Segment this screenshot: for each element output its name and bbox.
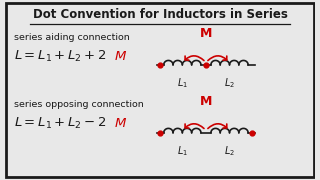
Text: series aiding connection: series aiding connection [14,33,130,42]
Text: $L = L_1 + L_2 - 2$: $L = L_1 + L_2 - 2$ [14,116,107,131]
Text: $L_2$: $L_2$ [224,144,235,158]
Text: $L_2$: $L_2$ [224,76,235,90]
Text: M: M [200,95,212,108]
Text: $M$: $M$ [114,50,127,62]
Text: $L_1$: $L_1$ [177,76,188,90]
Text: $L_1$: $L_1$ [177,144,188,158]
Text: series opposing connection: series opposing connection [14,100,144,109]
Text: $L = L_1 + L_2 + 2$: $L = L_1 + L_2 + 2$ [14,48,107,64]
Text: Dot Convention for Inductors in Series: Dot Convention for Inductors in Series [33,8,287,21]
Text: M: M [200,27,212,40]
Text: $M$: $M$ [114,117,127,130]
